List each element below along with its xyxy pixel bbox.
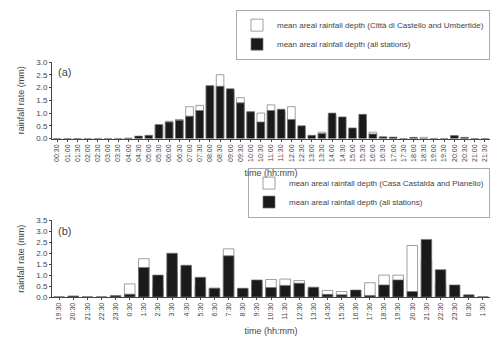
svg-text:06:30: 06:30 <box>176 144 183 162</box>
svg-text:05:30: 05:30 <box>155 144 162 162</box>
svg-text:(b): (b) <box>58 225 71 237</box>
svg-text:17:30: 17:30 <box>366 303 373 321</box>
svg-text:20:00: 20:00 <box>451 144 458 162</box>
svg-text:3:30: 3:30 <box>168 303 175 317</box>
svg-text:07:30: 07:30 <box>196 144 203 162</box>
svg-text:(a): (a) <box>58 66 71 78</box>
svg-text:12:30: 12:30 <box>296 303 303 321</box>
svg-text:1:30: 1:30 <box>479 303 486 317</box>
svg-text:17:00: 17:00 <box>390 144 397 162</box>
svg-text:10:00: 10:00 <box>247 144 254 162</box>
svg-text:2:30: 2:30 <box>154 303 161 317</box>
svg-text:19:00: 19:00 <box>430 144 437 162</box>
svg-text:04:00: 04:00 <box>125 144 132 162</box>
svg-text:2.0: 2.0 <box>36 83 48 92</box>
svg-text:23:30: 23:30 <box>112 303 119 321</box>
svg-text:20:30: 20:30 <box>461 144 468 162</box>
svg-text:17:30: 17:30 <box>400 144 407 162</box>
svg-text:mean areal rainfall depth (all: mean areal rainfall depth (all stations) <box>289 198 423 207</box>
svg-text:14:00: 14:00 <box>328 144 335 162</box>
svg-text:19:30: 19:30 <box>55 303 62 321</box>
svg-text:1.5: 1.5 <box>36 96 48 105</box>
svg-text:20:30: 20:30 <box>409 303 416 321</box>
svg-text:1:30: 1:30 <box>140 303 147 317</box>
svg-text:02:00: 02:00 <box>84 144 91 162</box>
svg-text:13:00: 13:00 <box>308 144 315 162</box>
svg-text:time (hh:mm): time (hh:mm) <box>244 168 297 178</box>
svg-text:13:30: 13:30 <box>318 144 325 162</box>
svg-text:0.5: 0.5 <box>36 122 48 131</box>
svg-text:0.0: 0.0 <box>36 134 48 143</box>
svg-text:13:30: 13:30 <box>310 303 317 321</box>
svg-text:mean areal rainfall depth (all: mean areal rainfall depth (all stations) <box>277 40 411 49</box>
svg-text:2.5: 2.5 <box>36 238 48 247</box>
svg-text:5:30: 5:30 <box>197 303 204 317</box>
svg-text:14:30: 14:30 <box>324 303 331 321</box>
svg-text:16:30: 16:30 <box>352 303 359 321</box>
svg-text:18:30: 18:30 <box>380 303 387 321</box>
svg-text:1.0: 1.0 <box>36 271 48 280</box>
svg-text:15:30: 15:30 <box>338 303 345 321</box>
svg-text:01:30: 01:30 <box>74 144 81 162</box>
svg-text:09:00: 09:00 <box>227 144 234 162</box>
svg-text:04:30: 04:30 <box>135 144 142 162</box>
svg-text:09:30: 09:30 <box>237 144 244 162</box>
svg-text:9:30: 9:30 <box>253 303 260 317</box>
svg-text:03:30: 03:30 <box>114 144 121 162</box>
svg-text:07:00: 07:00 <box>186 144 193 162</box>
svg-text:21:30: 21:30 <box>423 303 430 321</box>
svg-text:2.5: 2.5 <box>36 71 48 80</box>
svg-text:2.0: 2.0 <box>36 249 48 258</box>
svg-text:03:00: 03:00 <box>104 144 111 162</box>
svg-text:06:00: 06:00 <box>165 144 172 162</box>
svg-text:10:30: 10:30 <box>257 144 264 162</box>
svg-text:rainfall rate (mm): rainfall rate (mm) <box>16 66 26 134</box>
svg-text:08:30: 08:30 <box>216 144 223 162</box>
svg-text:3.0: 3.0 <box>36 227 48 236</box>
svg-text:0:30: 0:30 <box>126 303 133 317</box>
svg-text:01:00: 01:00 <box>64 144 71 162</box>
svg-text:15:30: 15:30 <box>359 144 366 162</box>
svg-text:23:30: 23:30 <box>451 303 458 321</box>
svg-text:0.0: 0.0 <box>36 293 48 302</box>
svg-text:4:30: 4:30 <box>183 303 190 317</box>
svg-text:12:00: 12:00 <box>288 144 295 162</box>
svg-text:18:30: 18:30 <box>420 144 427 162</box>
svg-text:22:30: 22:30 <box>98 303 105 321</box>
svg-text:14:30: 14:30 <box>339 144 346 162</box>
svg-text:mean areal rainfall depth (Cit: mean areal rainfall depth (Città di Cast… <box>277 21 484 30</box>
svg-text:10:30: 10:30 <box>267 303 274 321</box>
svg-text:16:30: 16:30 <box>379 144 386 162</box>
svg-text:00:30: 00:30 <box>53 144 60 162</box>
svg-text:1.5: 1.5 <box>36 260 48 269</box>
svg-text:12:30: 12:30 <box>298 144 305 162</box>
svg-text:08:00: 08:00 <box>206 144 213 162</box>
svg-text:02:30: 02:30 <box>94 144 101 162</box>
svg-text:20:30: 20:30 <box>69 303 76 321</box>
svg-text:11:30: 11:30 <box>281 303 288 320</box>
svg-text:21:00: 21:00 <box>471 144 478 162</box>
svg-text:05:00: 05:00 <box>145 144 152 162</box>
svg-text:time (hh:mm): time (hh:mm) <box>244 326 297 336</box>
svg-text:19:30: 19:30 <box>394 303 401 321</box>
svg-text:11:00: 11:00 <box>267 144 274 161</box>
svg-text:7:30: 7:30 <box>225 303 232 317</box>
svg-text:11:30: 11:30 <box>277 144 284 161</box>
svg-text:15:00: 15:00 <box>349 144 356 162</box>
svg-text:3.0: 3.0 <box>36 58 48 67</box>
svg-text:0.5: 0.5 <box>36 282 48 291</box>
svg-text:3.5: 3.5 <box>36 216 48 225</box>
svg-text:19:30: 19:30 <box>440 144 447 162</box>
svg-text:8:30: 8:30 <box>239 303 246 317</box>
svg-text:22:30: 22:30 <box>437 303 444 321</box>
svg-text:0:30: 0:30 <box>465 303 472 317</box>
svg-text:rainfall rate (mm): rainfall rate (mm) <box>16 225 26 293</box>
svg-text:6:30: 6:30 <box>211 303 218 317</box>
svg-text:mean areal rainfall depth (Cas: mean areal rainfall depth (Casa Castalda… <box>289 179 484 188</box>
svg-text:21:30: 21:30 <box>481 144 488 162</box>
svg-text:18:00: 18:00 <box>410 144 417 162</box>
svg-text:21:30: 21:30 <box>84 303 91 321</box>
svg-text:16:00: 16:00 <box>369 144 376 162</box>
svg-text:1.0: 1.0 <box>36 109 48 118</box>
